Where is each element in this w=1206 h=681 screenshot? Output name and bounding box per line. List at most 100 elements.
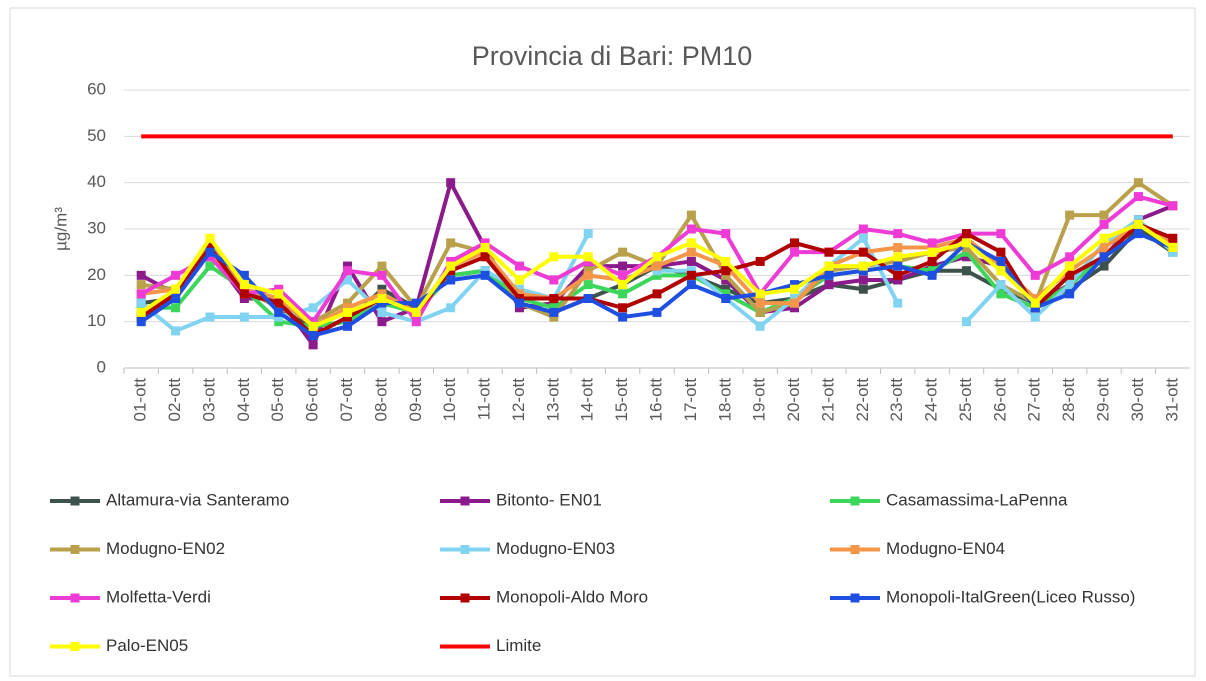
legend-label: Altamura-via Santeramo: [106, 490, 289, 509]
series-marker: [618, 312, 628, 322]
series-marker: [171, 270, 181, 280]
legend-marker: [850, 496, 860, 506]
series-marker: [308, 340, 318, 350]
series-marker: [136, 317, 146, 327]
series-marker: [274, 312, 284, 322]
series-marker: [996, 261, 1006, 271]
legend-marker: [70, 642, 80, 651]
series-marker: [893, 243, 903, 253]
series-marker: [446, 238, 456, 248]
series-marker: [343, 275, 353, 285]
series-marker: [1168, 247, 1178, 257]
series-marker: [686, 247, 696, 257]
x-tick-label: 21-ott: [818, 378, 837, 422]
x-tick-label: 24-ott: [922, 378, 941, 422]
series-marker: [893, 252, 903, 262]
series-marker: [274, 317, 284, 327]
y-tick-label: 0: [97, 357, 106, 376]
series-marker: [721, 284, 731, 294]
series-marker: [136, 312, 146, 322]
series-marker: [377, 317, 387, 327]
series-marker: [755, 256, 765, 266]
series-marker: [274, 294, 284, 303]
series-marker: [686, 266, 696, 276]
y-tick-label: 50: [87, 126, 106, 145]
series-marker: [721, 270, 731, 280]
series-marker: [961, 243, 971, 253]
x-tick-label: 05-ott: [268, 378, 287, 422]
series-marker: [790, 238, 800, 248]
series-marker: [549, 307, 559, 317]
series-marker: [1030, 312, 1040, 322]
series-marker: [1168, 201, 1178, 211]
series-marker: [136, 289, 146, 299]
series-marker: [1065, 270, 1075, 280]
legend-label: Bitonto- EN01: [496, 490, 602, 509]
series-marker: [790, 303, 800, 313]
series-marker: [961, 238, 971, 248]
series-marker: [205, 247, 215, 257]
series-marker: [790, 247, 800, 257]
series-marker: [583, 266, 593, 276]
x-tick-label: 26-ott: [990, 378, 1009, 422]
series-marker: [377, 270, 387, 280]
series-marker: [824, 270, 834, 280]
x-tick-label: 02-ott: [165, 378, 184, 422]
series-marker: [961, 317, 971, 327]
series-marker: [549, 312, 559, 322]
series-marker: [171, 294, 181, 303]
series-marker: [205, 261, 215, 271]
series-marker: [618, 247, 628, 257]
series-marker: [1099, 243, 1109, 253]
series-marker: [549, 252, 559, 262]
x-tick-label: 22-ott: [853, 378, 872, 422]
series-marker: [480, 243, 490, 253]
series-marker: [1065, 289, 1075, 299]
series-marker: [274, 298, 284, 308]
legend-marker: [70, 545, 80, 554]
series-marker: [686, 270, 696, 280]
series-marker: [377, 298, 387, 308]
x-tick-label: 13-ott: [543, 378, 562, 422]
x-tick-label: 18-ott: [715, 378, 734, 422]
series-marker: [1065, 280, 1075, 290]
series-marker: [618, 289, 628, 299]
legend-label: Monopoli-Aldo Moro: [496, 587, 648, 606]
series-marker: [239, 284, 249, 294]
series-marker: [996, 266, 1006, 276]
series-marker: [927, 256, 937, 266]
series-marker: [308, 317, 318, 327]
series-marker: [618, 275, 628, 285]
series-marker: [858, 284, 868, 294]
series-marker: [721, 261, 731, 271]
x-tick-label: 06-ott: [303, 378, 322, 422]
x-tick-label: 14-ott: [578, 378, 597, 422]
series-marker: [1168, 233, 1178, 243]
series-marker: [343, 317, 353, 327]
series-marker: [996, 229, 1006, 239]
x-tick-label: 04-ott: [234, 378, 253, 422]
series-marker: [893, 275, 903, 285]
series-marker: [1030, 294, 1040, 303]
legend-marker: [70, 593, 80, 603]
series-marker: [377, 307, 387, 317]
series-marker: [1099, 233, 1109, 243]
series-marker: [961, 233, 971, 243]
chart-frame: [9, 7, 1196, 677]
series-marker: [274, 289, 284, 299]
series-marker: [343, 266, 353, 276]
series-marker: [205, 252, 215, 262]
series-marker: [893, 256, 903, 266]
series-marker: [480, 238, 490, 248]
y-tick-label: 30: [87, 218, 106, 237]
legend-marker: [460, 496, 470, 506]
series-marker: [721, 275, 731, 285]
series-marker: [961, 252, 971, 262]
series-marker: [858, 275, 868, 285]
series-marker: [1133, 229, 1143, 239]
series-marker: [755, 298, 765, 308]
series-marker: [446, 266, 456, 276]
series-marker: [893, 229, 903, 239]
x-tick-label: 27-ott: [1025, 378, 1044, 422]
